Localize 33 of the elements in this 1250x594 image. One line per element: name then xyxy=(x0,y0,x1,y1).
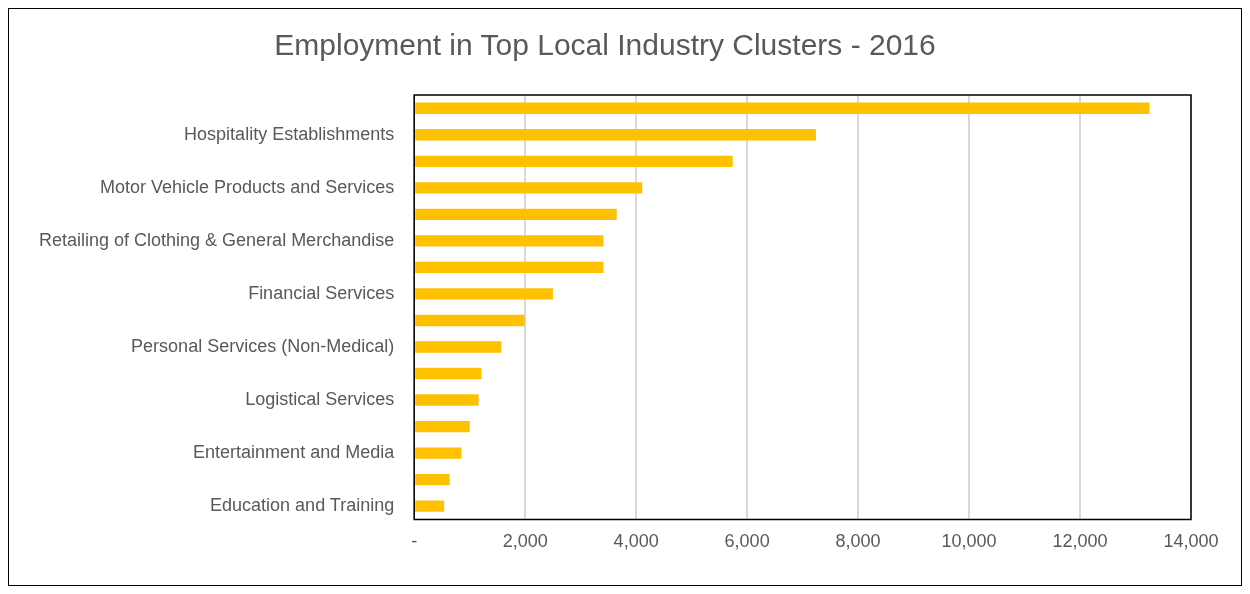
y-tick-label: Logistical Services xyxy=(245,389,395,410)
bar xyxy=(415,447,462,459)
x-tick-label: 4,000 xyxy=(613,531,659,552)
bar xyxy=(415,102,1150,114)
bar xyxy=(415,288,553,300)
bar xyxy=(415,314,525,327)
y-tick-label: Hospitality Establishments xyxy=(184,123,395,144)
bar xyxy=(415,129,816,141)
y-tick-label: Personal Services (Non-Medical) xyxy=(131,335,395,356)
x-tick-label: 12,000 xyxy=(1052,531,1108,552)
chart-title: Employment in Top Local Industry Clusters - 2016 xyxy=(274,28,936,62)
y-tick-label: Retailing of Clothing & General Merchandise xyxy=(38,229,395,250)
bar xyxy=(415,420,470,433)
bar xyxy=(415,341,502,353)
bar xyxy=(415,473,450,486)
x-tick-label: 10,000 xyxy=(941,531,997,552)
bar xyxy=(415,155,733,167)
bar xyxy=(415,394,479,406)
bar xyxy=(415,208,617,221)
y-tick-label: Motor Vehicle Products and Services xyxy=(100,176,395,197)
x-tick-label: 14,000 xyxy=(1163,531,1219,552)
x-tick-label: - xyxy=(411,531,418,552)
x-tick-label: 6,000 xyxy=(724,531,770,552)
bar xyxy=(415,235,604,247)
bar xyxy=(415,261,604,274)
y-tick-label: Financial Services xyxy=(248,282,395,303)
bar xyxy=(415,367,482,380)
x-tick-label: 8,000 xyxy=(835,531,881,552)
y-tick-label: Education and Training xyxy=(210,495,395,516)
bar xyxy=(415,500,445,512)
x-tick-label: 2,000 xyxy=(502,531,548,552)
y-tick-label: Entertainment and Media xyxy=(193,442,396,463)
bar xyxy=(415,182,643,194)
